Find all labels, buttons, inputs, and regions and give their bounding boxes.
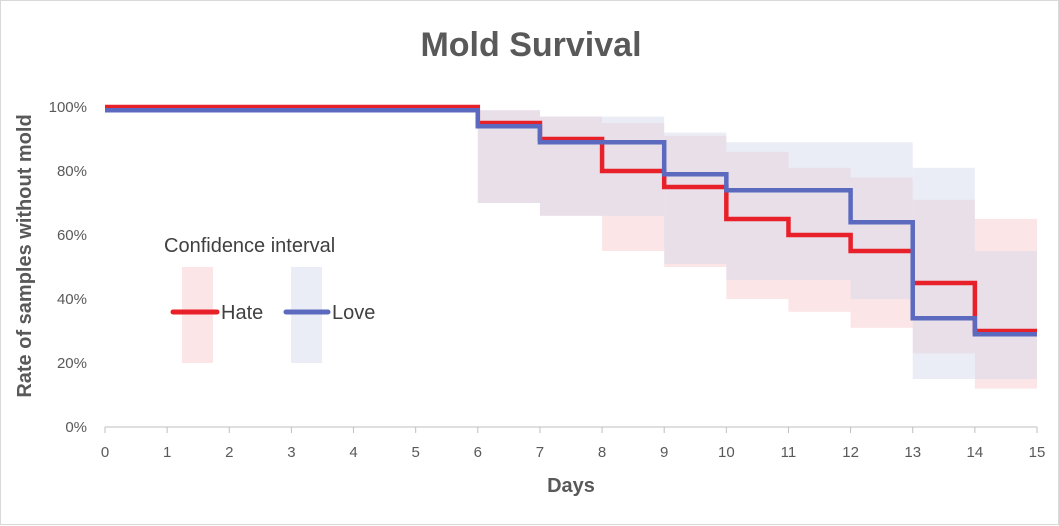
hate-ci-band: [974, 219, 1037, 389]
love-survival-line: [105, 107, 1037, 337]
x-tick-label: 10: [718, 444, 735, 461]
legend: Confidence interval Hate Love: [164, 235, 375, 363]
x-tick-label: 2: [225, 444, 233, 461]
x-tick-label: 1: [163, 444, 171, 461]
legend-love-label: Love: [332, 302, 375, 324]
x-tick-label: 9: [660, 444, 668, 461]
legend-hate-ci-swatch: [182, 267, 213, 363]
x-tick-label: 3: [287, 444, 295, 461]
legend-title: Confidence interval: [164, 235, 335, 257]
y-tick-label: 60%: [57, 227, 87, 244]
love-ci-band: [726, 142, 851, 280]
y-tick-label: 100%: [49, 99, 87, 116]
x-tick-label: 6: [474, 444, 482, 461]
x-tick-label: 7: [536, 444, 544, 461]
confidence-interval-bands: [477, 110, 1037, 389]
chart-title: Mold Survival: [420, 26, 641, 64]
series-lines: [105, 104, 1037, 337]
legend-hate-label: Hate: [221, 302, 263, 324]
x-tick-label: 15: [1029, 444, 1046, 461]
x-tick-label: 4: [349, 444, 357, 461]
hate-ci-band: [539, 116, 603, 216]
x-tick-label: 14: [967, 444, 984, 461]
x-axis-title: Days: [547, 475, 595, 497]
x-tick-label: 8: [598, 444, 606, 461]
love-ci-band: [664, 132, 727, 264]
love-ci-band: [974, 251, 1037, 379]
y-tick-label: 40%: [57, 291, 87, 308]
hate-ci-band: [664, 135, 727, 267]
hate-ci-band: [912, 199, 975, 354]
x-tick-label: 11: [781, 444, 797, 461]
hate-ci-band: [726, 151, 789, 299]
x-tick-label: 0: [101, 444, 109, 461]
love-ci-band: [912, 167, 975, 379]
axes: 0 1 2 3 4 5 6 7 8 9 10 11 12 13 14 150%20%40%60%80%100%: [49, 99, 1046, 461]
y-axis-title: Rate of samples without mold: [14, 114, 36, 397]
y-tick-label: 0%: [65, 419, 87, 436]
legend-love-ci-swatch: [291, 267, 322, 363]
y-tick-label: 80%: [57, 163, 87, 180]
y-tick-label: 20%: [57, 355, 87, 372]
x-tick-label: 13: [904, 444, 921, 461]
x-tick-label: 5: [411, 444, 419, 461]
x-tick-label: 12: [842, 444, 859, 461]
